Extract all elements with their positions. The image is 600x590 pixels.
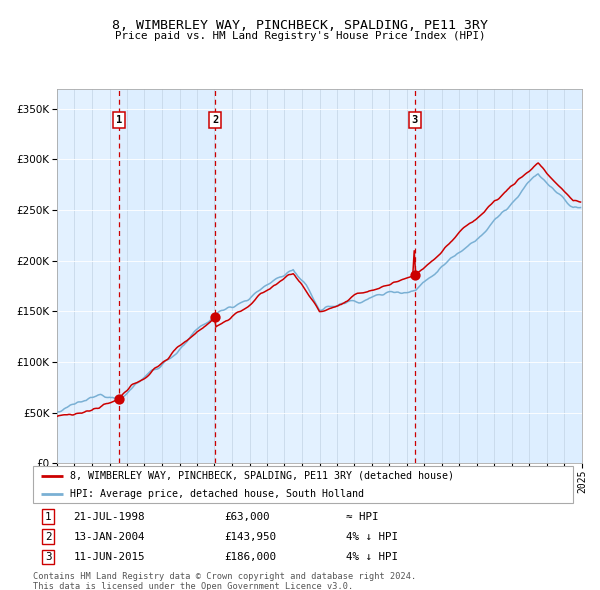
Text: £186,000: £186,000 xyxy=(224,552,277,562)
Text: 1: 1 xyxy=(45,512,52,522)
Text: 8, WIMBERLEY WAY, PINCHBECK, SPALDING, PE11 3RY: 8, WIMBERLEY WAY, PINCHBECK, SPALDING, P… xyxy=(112,19,488,32)
Bar xyxy=(415,88,582,463)
Text: 1: 1 xyxy=(116,116,122,125)
FancyBboxPatch shape xyxy=(33,466,573,503)
Bar xyxy=(215,88,415,463)
Text: 4% ↓ HPI: 4% ↓ HPI xyxy=(346,552,398,562)
Text: 8, WIMBERLEY WAY, PINCHBECK, SPALDING, PE11 3RY (detached house): 8, WIMBERLEY WAY, PINCHBECK, SPALDING, P… xyxy=(70,471,454,481)
Text: HPI: Average price, detached house, South Holland: HPI: Average price, detached house, Sout… xyxy=(70,489,364,499)
Text: Price paid vs. HM Land Registry's House Price Index (HPI): Price paid vs. HM Land Registry's House … xyxy=(115,31,485,41)
Text: 11-JUN-2015: 11-JUN-2015 xyxy=(74,552,145,562)
Text: 21-JUL-1998: 21-JUL-1998 xyxy=(74,512,145,522)
Text: 3: 3 xyxy=(45,552,52,562)
Point xyxy=(115,395,124,404)
Text: 2: 2 xyxy=(212,116,218,125)
Text: 4% ↓ HPI: 4% ↓ HPI xyxy=(346,532,398,542)
Text: 13-JAN-2004: 13-JAN-2004 xyxy=(74,532,145,542)
Text: £143,950: £143,950 xyxy=(224,532,277,542)
Point xyxy=(410,270,419,280)
Text: 2: 2 xyxy=(45,532,52,542)
Bar xyxy=(119,88,215,463)
Text: ≈ HPI: ≈ HPI xyxy=(346,512,379,522)
Point xyxy=(210,313,220,322)
Text: 3: 3 xyxy=(412,116,418,125)
Text: £63,000: £63,000 xyxy=(224,512,270,522)
Text: This data is licensed under the Open Government Licence v3.0.: This data is licensed under the Open Gov… xyxy=(33,582,353,590)
Text: Contains HM Land Registry data © Crown copyright and database right 2024.: Contains HM Land Registry data © Crown c… xyxy=(33,572,416,581)
Bar xyxy=(57,88,119,463)
